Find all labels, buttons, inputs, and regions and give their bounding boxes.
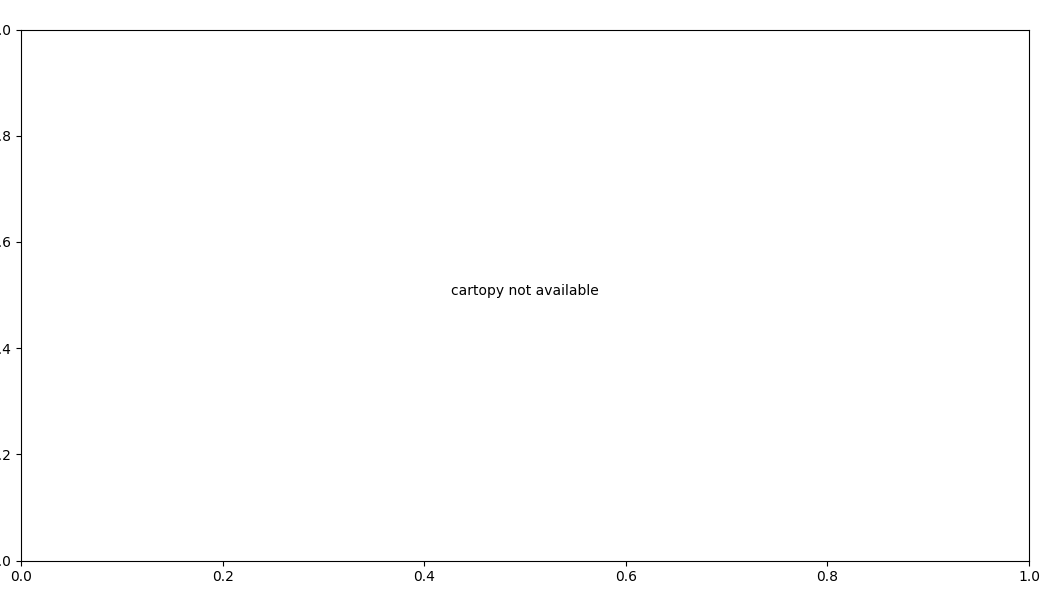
Text: cartopy not available: cartopy not available	[452, 284, 598, 298]
